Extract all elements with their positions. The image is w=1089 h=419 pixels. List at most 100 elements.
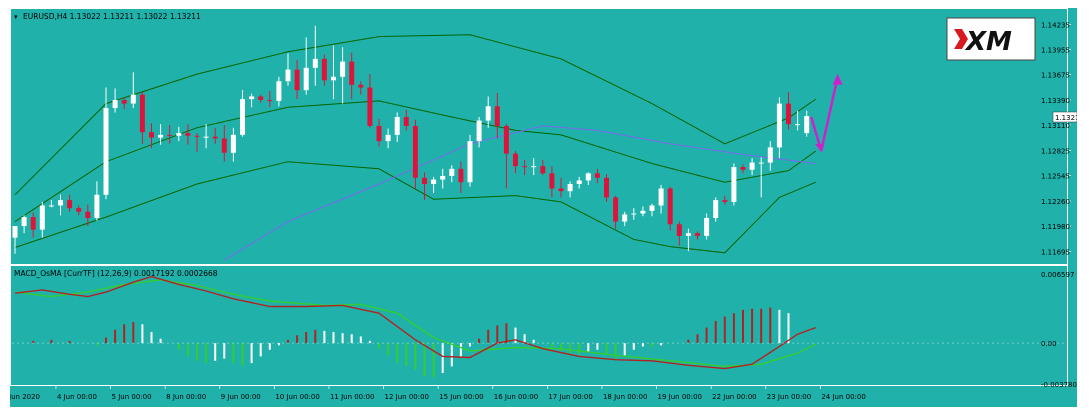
candle-body-bear	[349, 61, 355, 85]
candle-body-bull	[21, 217, 27, 227]
x-tick-label: 10 Jun 00:00	[275, 393, 319, 401]
candle-body-bull	[576, 180, 582, 185]
macd-y-tick-label: -0.003780	[1041, 381, 1077, 389]
price-panel-title: EURUSD,H4 1.13022 1.13211 1.13022 1.1321…	[23, 12, 201, 21]
candle-body-bull	[476, 120, 482, 142]
candle-body-bear	[740, 167, 746, 170]
price-y-tick-label: 1.13675	[1041, 72, 1070, 80]
current-price-label: 1.13211	[1055, 114, 1077, 122]
xm-logo-text: XM	[964, 27, 1012, 57]
candle-body-bear	[321, 58, 327, 81]
candle-body-bull	[12, 226, 18, 238]
candle-body-bull	[431, 179, 437, 185]
candle-body-bull	[249, 96, 255, 100]
candle-body-bear	[513, 153, 518, 167]
price-panel-border	[10, 8, 1068, 265]
candle-body-bull	[640, 210, 646, 214]
candle-body-bear	[667, 188, 673, 225]
candle-body-bear	[549, 173, 555, 189]
x-tick-label: 19 Jun 00:00	[658, 393, 702, 401]
candle-body-bull	[230, 134, 236, 153]
candle-body-bull	[440, 175, 446, 180]
macd-panel-title: MACD_OsMA [CurrTF] (12,26,9) 0.0017192 0…	[14, 269, 218, 278]
candle-body-bull	[449, 168, 455, 176]
x-tick-label: 17 Jun 00:00	[548, 393, 592, 401]
candle-body-bull	[713, 200, 719, 218]
candle-body-bear	[458, 168, 464, 183]
price-y-tick-label: 1.13955	[1041, 47, 1070, 55]
candle-body-bear	[494, 106, 500, 126]
macd-signal-line	[14, 279, 817, 368]
candle-body-bear	[294, 69, 300, 91]
candle-body-bear	[695, 233, 700, 236]
candle-body-bull	[394, 116, 400, 135]
price-y-tick-label: 1.12825	[1041, 148, 1070, 156]
candle-body-bear	[722, 200, 728, 202]
x-tick-label: 4 Jun 00:00	[57, 393, 97, 401]
candle-body-bear	[212, 136, 218, 139]
price-y-tick-label: 1.13110	[1041, 122, 1070, 130]
forecast-arrow-down-head	[815, 143, 825, 152]
candle-body-bull	[285, 69, 291, 82]
candle-body-bear	[367, 87, 373, 126]
candle-body-bull	[758, 162, 764, 164]
candle-body-bull	[312, 58, 318, 68]
candle-body-bull	[776, 103, 782, 148]
candle-body-bull	[649, 205, 655, 211]
x-tick-label: 18 Jun 00:00	[603, 393, 647, 401]
candle-body-bull	[467, 141, 473, 183]
candle-body-bull	[130, 94, 136, 104]
chart-frame: 1.14235 1.13955 1.13675 1.13390 1.13110 1.128…	[1, 8, 1084, 407]
candle-body-bull	[103, 108, 109, 195]
candle-body-bull	[767, 147, 773, 163]
xm-logo-mark	[954, 29, 968, 49]
x-tick-label: 3 Jun 2020	[10, 393, 40, 401]
macd-y-tick-label: 0.006597	[1041, 271, 1074, 279]
candle-body-bear	[358, 84, 364, 88]
candle-body-bull	[795, 124, 801, 126]
x-tick-label: 23 Jun 00:00	[767, 393, 811, 401]
candle-body-bull	[631, 213, 637, 215]
candle-body-bear	[412, 125, 418, 178]
candle-body-bull	[804, 116, 810, 134]
candle-body-bull	[303, 67, 309, 91]
candle-body-bear	[522, 166, 528, 168]
x-tick-label: 16 Jun 00:00	[494, 393, 538, 401]
candle-body-bear	[194, 135, 200, 137]
candle-body-bull	[685, 233, 691, 236]
candle-body-bear	[786, 103, 791, 125]
price-y-tick-label: 1.12260	[1041, 198, 1070, 206]
candle-body-bear	[121, 100, 127, 104]
candle-body-bear	[167, 134, 173, 136]
candle-body-bull	[658, 188, 664, 206]
price-y-tick-label: 1.13390	[1041, 97, 1070, 105]
x-tick-label: 5 Jun 00:00	[112, 393, 152, 401]
price-panel-title-icon: ▾	[14, 13, 18, 21]
x-tick-label: 9 Jun 00:00	[221, 393, 261, 401]
price-y-tick-label: 1.12545	[1041, 173, 1070, 181]
candle-body-bear	[221, 138, 227, 153]
forecast-arrow-up-head	[832, 73, 843, 85]
candle-body-bear	[422, 177, 427, 185]
candle-body-bull	[112, 100, 118, 109]
price-y-tick-label: 1.14235	[1041, 21, 1070, 29]
candle-body-bear	[258, 96, 264, 101]
candle-body-bull	[731, 167, 737, 202]
x-tick-label: 22 Jun 00:00	[712, 393, 756, 401]
candle-body-bull	[567, 184, 573, 192]
candle-body-bear	[376, 125, 382, 142]
candle-body-bull	[622, 214, 628, 222]
candle-body-bear	[139, 94, 145, 133]
candle-body-bear	[85, 211, 91, 218]
x-tick-label: 15 Jun 00:00	[439, 393, 483, 401]
candle-body-bull	[176, 133, 182, 136]
candle-body-bear	[676, 224, 682, 236]
candle-body-bear	[540, 166, 546, 174]
forecast-arrow-line	[810, 76, 839, 152]
candle-body-bear	[267, 100, 273, 102]
candle-body-bear	[67, 200, 73, 209]
x-tick-label: 8 Jun 00:00	[166, 393, 206, 401]
candle-body-bull	[48, 205, 54, 207]
macd-panel-border	[10, 265, 1068, 386]
candle-body-bear	[558, 188, 564, 192]
